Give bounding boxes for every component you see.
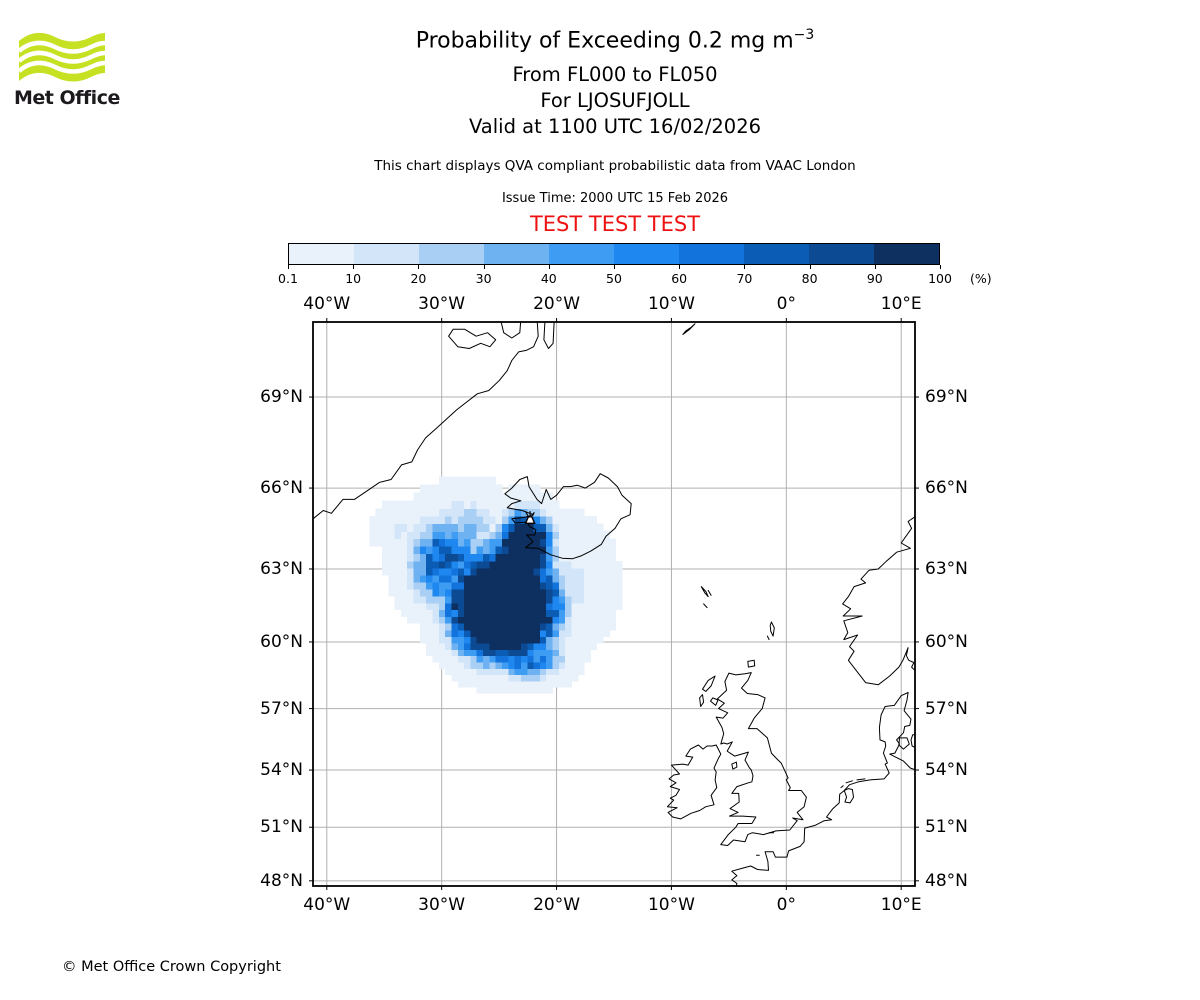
lon-tick-label-top: 30°W	[418, 294, 466, 314]
map-canvas	[309, 318, 919, 890]
page-title: Probability of Exceeding 0.2 mg m−3	[315, 27, 915, 53]
colorbar-tick	[483, 265, 485, 269]
qva-description: This chart displays QVA compliant probab…	[374, 158, 856, 174]
lat-tick-label-right: 69°N	[925, 387, 968, 408]
page-title-text: Probability of Exceeding 0.2 mg m	[415, 28, 794, 54]
colorbar-segment	[354, 244, 419, 264]
lat-tick-label-left: 63°N	[260, 558, 303, 579]
colorbar-segment	[874, 244, 939, 264]
colorbar-unit-label: (%)	[970, 271, 992, 286]
lon-tick-label-top: 0°	[776, 294, 796, 314]
met-office-logo: Met Office	[14, 24, 134, 109]
colorbar-tick	[353, 265, 355, 269]
colorbar-tick-label: 40	[540, 271, 557, 286]
met-office-logo-waves	[17, 32, 106, 82]
colorbar-segment	[614, 244, 679, 264]
lat-tick-label-right: 57°N	[925, 698, 968, 719]
colorbar-tick	[288, 265, 289, 269]
colorbar-tick	[418, 265, 420, 269]
colorbar-tick	[679, 265, 681, 269]
lon-tick-label-top: 40°W	[303, 294, 351, 314]
lon-tick-label-bottom: 40°W	[303, 895, 351, 915]
probability-colorbar: (%) 0.1 10 20 30 40 50 60 70 80 90 100	[278, 243, 992, 303]
colorbar-tick	[614, 265, 615, 269]
colorbar-tick	[809, 265, 811, 269]
colorbar-tick	[940, 265, 941, 269]
lat-tick-label-left: 60°N	[260, 631, 303, 652]
lat-tick-label-right: 51°N	[925, 817, 968, 838]
lat-tick-label-right: 60°N	[925, 631, 968, 652]
lat-tick-label-right: 54°N	[925, 760, 968, 781]
lon-tick-label-bottom: 0°	[776, 895, 796, 915]
colorbar-segment	[289, 244, 354, 264]
lat-tick-label-left: 54°N	[260, 760, 303, 781]
colorbar-segment	[419, 244, 484, 264]
colorbar-tick-label: 0.1	[278, 271, 298, 286]
colorbar-segment	[809, 244, 874, 264]
lat-tick-label-right: 63°N	[925, 558, 968, 579]
lon-tick-label-top: 10°W	[647, 294, 695, 314]
colorbar-tick-label: 90	[866, 271, 883, 286]
lon-tick-label-bottom: 10°W	[647, 895, 695, 915]
lat-tick-label-left: 51°N	[260, 817, 303, 838]
colorbar-tick	[744, 265, 746, 269]
colorbar-tick	[548, 265, 550, 269]
colorbar-tick	[874, 265, 876, 269]
volcano-subtitle: For LJOSUFJOLL	[540, 89, 690, 112]
valid-time-subtitle: Valid at 1100 UTC 16/02/2026	[468, 115, 762, 138]
colorbar-tick-label: 20	[410, 271, 427, 286]
lon-tick-label-bottom: 30°W	[418, 895, 466, 915]
lon-tick-label-bottom: 20°W	[533, 895, 581, 915]
colorbar-segment	[484, 244, 549, 264]
lon-tick-label-top: 20°W	[533, 294, 581, 314]
met-office-logo-text: Met Office	[14, 87, 120, 109]
page-title-exponent: −3	[793, 27, 815, 43]
lat-tick-label-left: 57°N	[260, 698, 303, 719]
colorbar-tick-label: 100	[928, 271, 952, 286]
copyright-notice: © Met Office Crown Copyright	[62, 959, 281, 975]
issue-time: Issue Time: 2000 UTC 15 Feb 2026	[501, 191, 729, 206]
colorbar-tick-label: 10	[345, 271, 362, 286]
lat-tick-label-left: 66°N	[260, 478, 303, 499]
lon-tick-label-top: 10°E	[880, 294, 922, 314]
volcano-marker	[524, 511, 536, 525]
colorbar-tick-label: 60	[671, 271, 688, 286]
colorbar-segment	[549, 244, 614, 264]
colorbar-tick-label: 70	[736, 271, 753, 286]
colorbar-tick-label: 80	[801, 271, 818, 286]
lat-tick-label-right: 48°N	[925, 870, 968, 891]
flight-level-subtitle: From FL000 to FL050	[512, 63, 718, 86]
test-banner: TEST TEST TEST	[529, 212, 701, 236]
lat-tick-label-right: 66°N	[925, 478, 968, 499]
colorbar-segments	[288, 243, 940, 265]
colorbar-tick-label: 30	[475, 271, 492, 286]
title-block: Probability of Exceeding 0.2 mg m−3 From…	[315, 0, 915, 245]
lat-tick-label-left: 48°N	[260, 870, 303, 891]
map-area: 40°W 40°W 30°W 30°W 20°W 20°W 10°W 10°W 0° 0° 10°E…	[260, 294, 968, 915]
lat-tick-label-left: 69°N	[260, 387, 303, 408]
colorbar-tick-label: 50	[606, 271, 622, 286]
colorbar-segment	[679, 244, 744, 264]
lon-tick-label-bottom: 10°E	[880, 895, 922, 915]
colorbar-segment	[744, 244, 809, 264]
